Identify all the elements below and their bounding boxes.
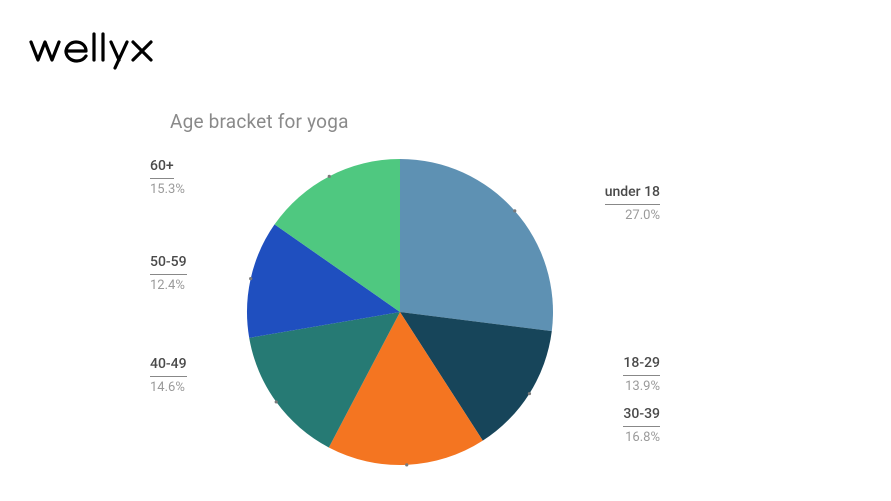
slice-percent: 12.4%	[150, 278, 187, 294]
slice-category: 60+	[150, 158, 174, 179]
slice-category: 18-29	[623, 355, 660, 376]
slice-label: 18-29 13.9%	[623, 355, 660, 395]
slice-category: 40-49	[150, 356, 187, 377]
slice-label: 40-49 14.6%	[150, 353, 187, 396]
leader-dot	[275, 400, 278, 403]
chart-title: Age bracket for yoga	[170, 110, 349, 133]
leader-dot	[328, 175, 331, 178]
slice-category: 30-39	[623, 406, 660, 427]
slice-category: 50-59	[150, 254, 187, 275]
leader-dot	[513, 209, 516, 212]
pie-slice	[400, 159, 553, 331]
slice-label: 60+ 15.3%	[150, 155, 185, 198]
slice-percent: 14.6%	[150, 380, 187, 396]
leader-dot	[405, 463, 408, 466]
slice-percent: 15.3%	[150, 182, 185, 198]
leader-dot	[249, 277, 252, 280]
pie-chart	[242, 154, 558, 470]
slice-label: 50-59 12.4%	[150, 251, 187, 294]
slice-percent: 27.0%	[605, 208, 660, 224]
slice-category: under 18	[605, 184, 660, 205]
slice-percent: 16.8%	[623, 430, 660, 446]
leader-dot	[528, 392, 531, 395]
slice-label: under 18 27.0%	[605, 184, 660, 224]
slice-label: 30-39 16.8%	[623, 406, 660, 446]
slice-percent: 13.9%	[623, 379, 660, 395]
brand-logo: wellyx	[28, 28, 158, 74]
